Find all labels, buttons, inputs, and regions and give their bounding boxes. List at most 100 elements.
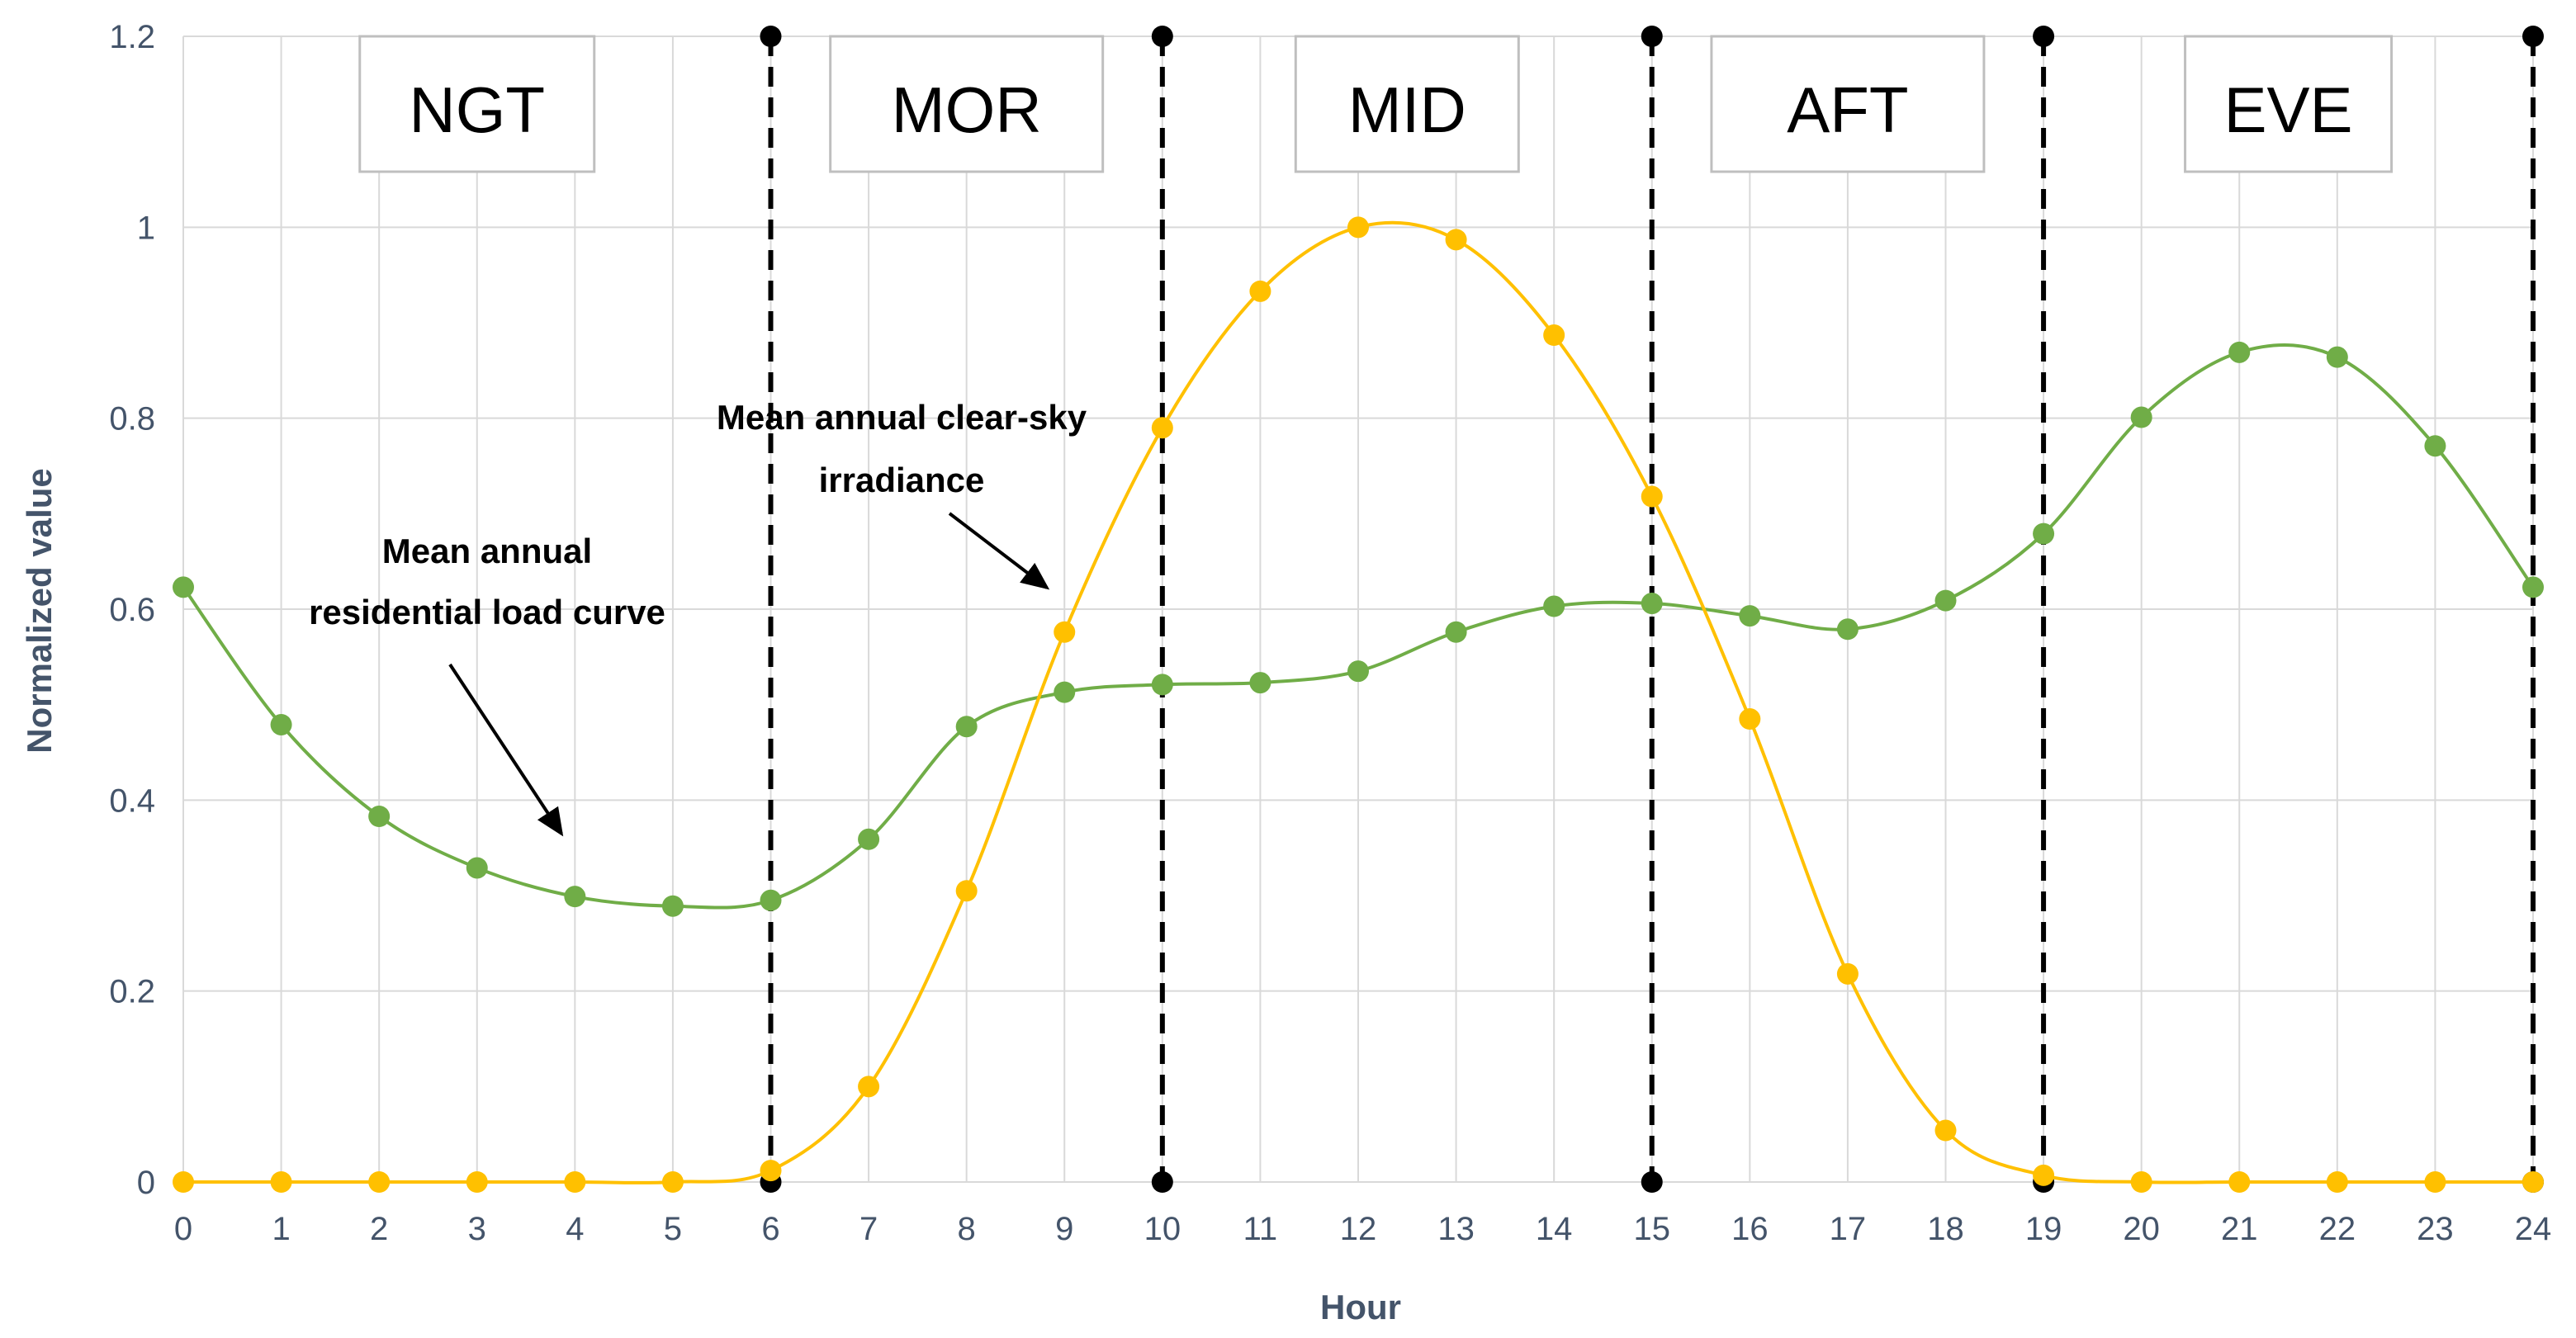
data-point-load [1836, 618, 1859, 641]
annotation-text: Mean annual clear-sky [717, 398, 1087, 437]
data-point-irradiance [368, 1171, 391, 1193]
data-point-irradiance [270, 1171, 292, 1193]
boundary-marker-bottom [1151, 1171, 1173, 1193]
data-point-load [564, 886, 586, 908]
data-point-load [858, 828, 880, 850]
data-point-load [661, 895, 684, 917]
data-point-irradiance [661, 1171, 684, 1193]
x-tick-label: 23 [2417, 1211, 2454, 1247]
data-point-load [1249, 672, 1271, 694]
y-tick-label: 0 [137, 1165, 155, 1201]
data-point-irradiance [2033, 1164, 2055, 1186]
x-tick-label: 5 [664, 1211, 682, 1247]
x-tick-label: 8 [958, 1211, 976, 1247]
period-label-mor: MOR [829, 35, 1105, 173]
data-point-load [1543, 595, 1565, 617]
data-point-load [1739, 605, 1761, 627]
data-point-irradiance [564, 1171, 586, 1193]
boundary-marker-top [1641, 26, 1663, 47]
data-point-load [1641, 593, 1663, 615]
data-point-irradiance [955, 880, 978, 902]
data-point-load [1445, 621, 1467, 643]
x-tick-label: 19 [2025, 1211, 2062, 1247]
period-label-aft: AFT [1710, 35, 1986, 173]
x-tick-label: 2 [370, 1211, 388, 1247]
period-label-mid: MID [1294, 35, 1520, 173]
y-tick-label: 0.8 [109, 401, 155, 437]
period-text: AFT [1787, 73, 1908, 146]
annotation-text: residential load curve [309, 593, 665, 631]
series-lines [173, 216, 2544, 1193]
x-tick-label: 16 [1731, 1211, 1769, 1247]
annotation-arrow [448, 663, 564, 837]
series-irradiance [173, 216, 2544, 1193]
y-tick-labels: 0 0.2 0.4 0.6 0.8 1 1.2 [109, 19, 155, 1201]
data-point-irradiance [2522, 1171, 2544, 1193]
data-point-load [1934, 589, 1957, 612]
data-point-irradiance [2228, 1171, 2251, 1193]
x-tick-label: 13 [1437, 1211, 1475, 1247]
x-axis-title: Hour [1320, 1288, 1401, 1326]
annotation-load: Mean annual residential load curve [309, 532, 665, 837]
data-point-irradiance [1836, 962, 1859, 985]
data-point-load [2326, 346, 2348, 368]
boundary-marker-top [760, 26, 782, 47]
data-point-load [270, 713, 292, 735]
y-tick-label: 1.2 [109, 19, 155, 55]
data-point-irradiance [2130, 1171, 2152, 1193]
period-text: MID [1348, 73, 1466, 146]
x-tick-label: 14 [1536, 1211, 1573, 1247]
annotation-arrow [948, 512, 1050, 590]
annotation-irradiance: Mean annual clear-sky irradiance [717, 398, 1087, 590]
period-labels: NGT MOR MID AFT EVE [358, 35, 2394, 173]
period-label-eve: EVE [2184, 35, 2394, 173]
x-tick-label: 10 [1144, 1211, 1181, 1247]
y-tick-label: 1 [137, 210, 155, 246]
x-tick-label: 15 [1634, 1211, 1671, 1247]
series-load [173, 341, 2544, 917]
data-point-irradiance [858, 1076, 880, 1098]
data-point-irradiance [466, 1171, 488, 1193]
data-point-irradiance [1249, 280, 1271, 302]
data-point-load [368, 805, 391, 827]
y-axis-title: Normalized value [20, 468, 59, 753]
data-point-load [1054, 681, 1076, 703]
x-tick-label: 11 [1243, 1211, 1278, 1247]
boundary-marker-top [2033, 26, 2055, 47]
data-point-irradiance [1934, 1119, 1957, 1142]
data-point-irradiance [1641, 485, 1663, 508]
data-point-load [2130, 406, 2152, 428]
data-point-load [2522, 576, 2544, 598]
x-tick-label: 4 [566, 1211, 584, 1247]
data-point-load [2424, 435, 2446, 457]
period-box [1294, 35, 1520, 173]
x-tick-label: 7 [859, 1211, 878, 1247]
y-tick-label: 0.4 [109, 782, 155, 819]
boundary-marker-bottom [1641, 1171, 1663, 1193]
data-point-irradiance [1151, 417, 1173, 439]
y-tick-label: 0.2 [109, 974, 155, 1010]
y-tick-label: 0.6 [109, 592, 155, 628]
data-point-irradiance [1054, 621, 1076, 643]
x-tick-label: 21 [2221, 1211, 2258, 1247]
data-point-load [2228, 341, 2251, 363]
data-point-irradiance [760, 1160, 782, 1182]
data-point-irradiance [2326, 1171, 2348, 1193]
data-point-load [955, 716, 978, 738]
data-point-irradiance [1739, 708, 1761, 730]
period-box [2184, 35, 2394, 173]
x-tick-label: 1 [272, 1211, 290, 1247]
x-tick-label: 3 [468, 1211, 486, 1247]
data-point-irradiance [173, 1171, 194, 1193]
data-point-irradiance [1543, 324, 1565, 347]
data-point-load [760, 889, 782, 911]
x-tick-label: 24 [2515, 1211, 2552, 1247]
period-box [358, 35, 596, 173]
period-text: EVE [2224, 73, 2353, 146]
annotation-text: irradiance [819, 461, 985, 499]
x-tick-label: 0 [174, 1211, 192, 1247]
data-point-irradiance [1445, 229, 1467, 251]
period-label-ngt: NGT [358, 35, 596, 173]
